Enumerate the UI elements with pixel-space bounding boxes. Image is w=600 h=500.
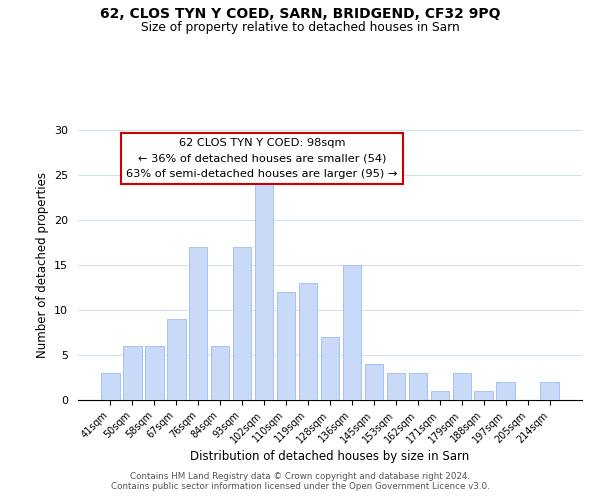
Bar [167,319,185,400]
X-axis label: Distribution of detached houses by size in Sarn: Distribution of detached houses by size … [190,450,470,463]
Bar [386,373,405,400]
Text: Contains public sector information licensed under the Open Government Licence v3: Contains public sector information licen… [110,482,490,491]
Text: Size of property relative to detached houses in Sarn: Size of property relative to detached ho… [140,21,460,34]
Text: 62, CLOS TYN Y COED, SARN, BRIDGEND, CF32 9PQ: 62, CLOS TYN Y COED, SARN, BRIDGEND, CF3… [100,8,500,22]
Bar [101,373,119,400]
Text: 62 CLOS TYN Y COED: 98sqm
← 36% of detached houses are smaller (54)
63% of semi-: 62 CLOS TYN Y COED: 98sqm ← 36% of detac… [126,138,398,179]
Bar [277,292,295,400]
Bar [541,382,559,400]
Y-axis label: Number of detached properties: Number of detached properties [35,172,49,358]
Bar [233,247,251,400]
Text: Contains HM Land Registry data © Crown copyright and database right 2024.: Contains HM Land Registry data © Crown c… [130,472,470,481]
Bar [365,364,383,400]
Bar [452,373,471,400]
Bar [145,346,164,400]
Bar [299,283,317,400]
Bar [431,391,449,400]
Bar [211,346,229,400]
Bar [320,337,340,400]
Bar [189,247,208,400]
Bar [496,382,515,400]
Bar [123,346,142,400]
Bar [409,373,427,400]
Bar [343,265,361,400]
Bar [475,391,493,400]
Bar [255,175,274,400]
